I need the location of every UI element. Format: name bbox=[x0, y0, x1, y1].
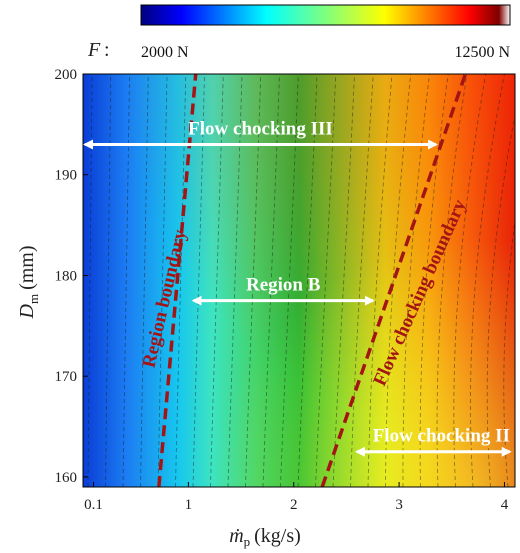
contour-line bbox=[157, 74, 168, 487]
annotation-label: Flow chocking II bbox=[373, 426, 510, 447]
y-tick-label: 190 bbox=[55, 168, 78, 184]
x-tick-label: 2 bbox=[290, 497, 298, 513]
colorbar-separator: : bbox=[104, 39, 110, 61]
contour-line bbox=[350, 74, 374, 487]
contour-line bbox=[280, 74, 299, 487]
contour-line bbox=[470, 74, 505, 487]
annotation-label: Region B bbox=[246, 275, 321, 296]
contour-line bbox=[402, 74, 430, 487]
x-tick-label: 3 bbox=[395, 497, 403, 513]
contour-line bbox=[367, 74, 393, 487]
contour-line bbox=[297, 74, 318, 487]
contour-line bbox=[192, 74, 205, 487]
contour-line bbox=[140, 74, 149, 487]
y-axis: 160 170 180 190 200 bbox=[55, 67, 88, 486]
contour-line bbox=[122, 74, 130, 487]
x-axis-label: ṁp (kg/s) bbox=[229, 525, 301, 549]
y-tick-label: 180 bbox=[55, 268, 78, 284]
colorbar bbox=[140, 4, 511, 26]
contour-line bbox=[227, 74, 243, 487]
annotation-label: Flow chocking III bbox=[188, 119, 333, 140]
contour-line bbox=[175, 74, 187, 487]
contour-line bbox=[503, 218, 515, 487]
contour-line bbox=[262, 74, 280, 487]
y-tick-label: 170 bbox=[55, 369, 78, 385]
contour-line bbox=[105, 74, 112, 487]
contour-line bbox=[385, 74, 412, 487]
x-axis: 0.1 1 2 3 4 bbox=[84, 482, 509, 513]
flow-chocking-boundary-line bbox=[320, 74, 468, 487]
plot-frame bbox=[82, 73, 516, 488]
colorbar-symbol: F bbox=[87, 39, 101, 61]
contour-line bbox=[419, 74, 449, 487]
y-axis-label: Dm(mm) bbox=[16, 245, 41, 319]
contour-line bbox=[486, 112, 515, 487]
contour-line bbox=[332, 74, 355, 487]
contour-line bbox=[453, 74, 487, 487]
contour-line bbox=[315, 74, 337, 487]
x-tick-label: 1 bbox=[185, 497, 193, 513]
colorbar-min-label: 2000 N bbox=[141, 44, 189, 61]
y-tick-label: 200 bbox=[55, 67, 78, 83]
contour-line bbox=[87, 74, 93, 487]
colorbar-max-label: 12500 N bbox=[454, 44, 510, 61]
contour-lines bbox=[87, 74, 515, 487]
contour-line bbox=[245, 74, 262, 487]
contour-line bbox=[436, 74, 468, 487]
x-tick-label: 4 bbox=[501, 497, 509, 513]
x-tick-label: 0.1 bbox=[84, 497, 103, 513]
y-tick-label: 160 bbox=[55, 470, 78, 486]
contour-line bbox=[210, 74, 224, 487]
